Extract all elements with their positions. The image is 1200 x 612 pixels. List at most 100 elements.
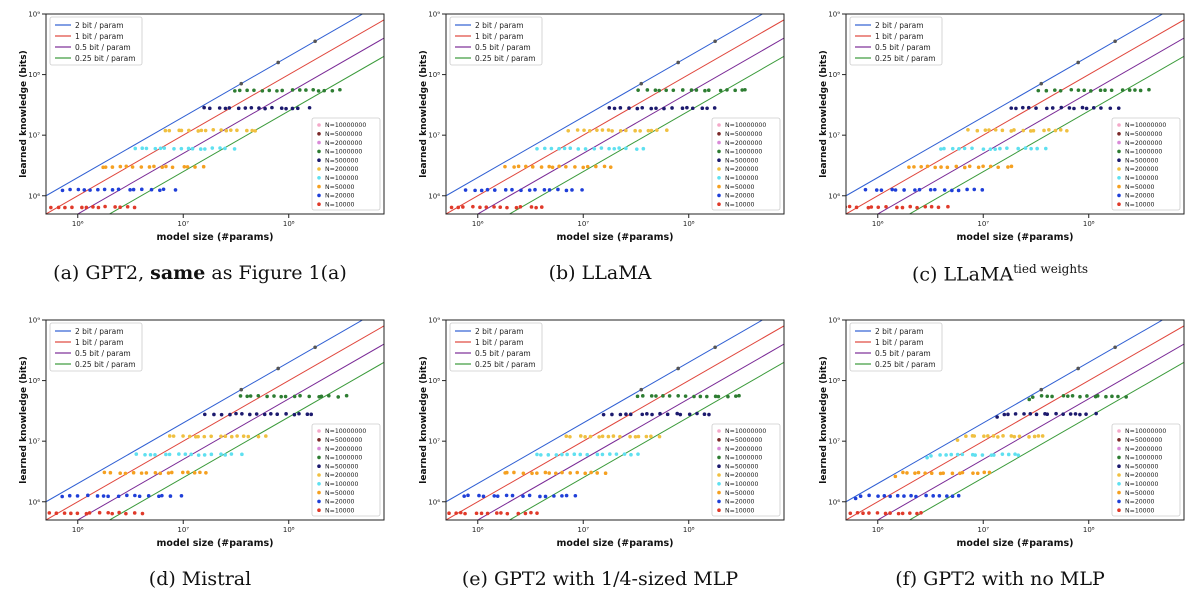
data-point [204,470,208,475]
legend-series-label: N=100000 [325,175,358,182]
legend-lines: 2 bit / param 1 bit / param 0.5 bit / para… [49,16,143,66]
data-point [247,412,252,417]
data-point [695,411,699,416]
data-point [556,187,560,192]
legend-series-swatch [717,473,721,477]
legend-series-swatch [1117,490,1121,495]
data-point [700,106,705,111]
data-point [471,204,475,209]
data-point [572,452,577,457]
data-point [485,187,490,192]
ref-line-1 [446,325,784,520]
data-point [821,516,825,520]
data-point [639,387,644,392]
data-point [166,471,171,475]
data-point [916,470,921,475]
legend-series-label: N=1000000 [725,149,762,156]
data-point [1045,106,1049,111]
x-tick-label: 10⁸ [1083,220,1095,228]
data-point [272,394,276,398]
data-point [462,494,466,498]
data-point [1044,88,1049,93]
y-tick-label: 10⁸ [28,377,40,385]
data-point [539,453,543,457]
data-point [256,434,261,439]
data-point [219,434,223,439]
data-point [846,205,848,209]
legend-series: N=10000000N=5000000N=2000000N=1000000N=5… [311,423,381,517]
data-point [564,188,569,193]
legend-series-label: N=500000 [1125,463,1158,470]
data-point [876,494,880,498]
data-point [196,453,201,457]
data-point [1027,435,1031,439]
data-point [636,88,640,92]
data-point [228,412,232,417]
y-axis-label: learned knowledge (bits) [819,356,829,483]
data-point [275,89,279,93]
data-point [1034,106,1038,110]
y-tick-label: 10⁶ [28,498,40,506]
data-point [223,434,228,439]
data-point [187,434,192,439]
data-point [124,511,128,516]
data-point [1068,412,1073,416]
data-point [573,165,577,169]
y-axis-label: learned knowledge (bits) [19,50,29,177]
data-point [530,471,534,476]
data-point [929,471,934,476]
data-point [1050,106,1055,110]
data-point [1147,87,1151,92]
data-point [219,128,223,132]
legend-series-label: N=20000 [1125,499,1155,506]
data-point [986,434,990,438]
y-tick-label: 10⁷ [428,438,440,446]
data-point [157,494,161,499]
data-point [936,205,941,210]
data-point [245,128,249,133]
data-point [740,88,744,92]
data-point [972,434,977,438]
data-point [454,511,458,515]
data-point [246,434,251,439]
data-point [47,511,52,515]
legend-series-swatch [1117,482,1121,486]
data-point [955,438,960,442]
legend-series-label: N=5000000 [725,131,762,138]
legend-series-label: N=10000 [325,201,355,208]
data-point [316,89,321,93]
data-point [600,452,605,457]
x-tick-label: 10⁸ [683,526,695,534]
legend-series-swatch [717,490,721,495]
panel-caption: (e) GPT2 with 1/4-sized MLP [400,568,800,590]
data-point [223,146,227,151]
data-point [601,412,606,417]
data-point [1076,366,1080,371]
data-point [510,187,514,192]
data-point [158,471,163,476]
data-point [945,494,949,498]
data-point [298,393,302,398]
data-point [1035,146,1039,151]
data-point [980,188,985,192]
x-tick-label: 10⁶ [872,220,884,228]
data-point [297,411,301,416]
caption-superscript: tied weights [1013,262,1089,276]
data-point [831,511,835,515]
data-point [183,452,188,457]
data-point [925,164,930,169]
data-point [69,511,73,516]
legend-line-label: 0.25 bit / param [75,54,136,63]
y-tick-label: 10⁹ [828,317,840,325]
legend-series-swatch [717,167,721,171]
plot-frame [845,13,1185,215]
data-point [132,205,137,210]
ref-line-3 [908,361,1184,520]
chart-panel: 10⁶ 10⁷ 10⁸ 10⁶ 10⁷ 10⁸ 10⁹ model size (#params… [400,0,800,306]
data-point [519,188,523,193]
ref-line-0 [46,320,364,503]
plot-frame [445,319,785,521]
legend-series-swatch [317,464,321,468]
x-tick-label: 10⁷ [177,220,189,228]
legend-series-swatch [317,158,321,162]
